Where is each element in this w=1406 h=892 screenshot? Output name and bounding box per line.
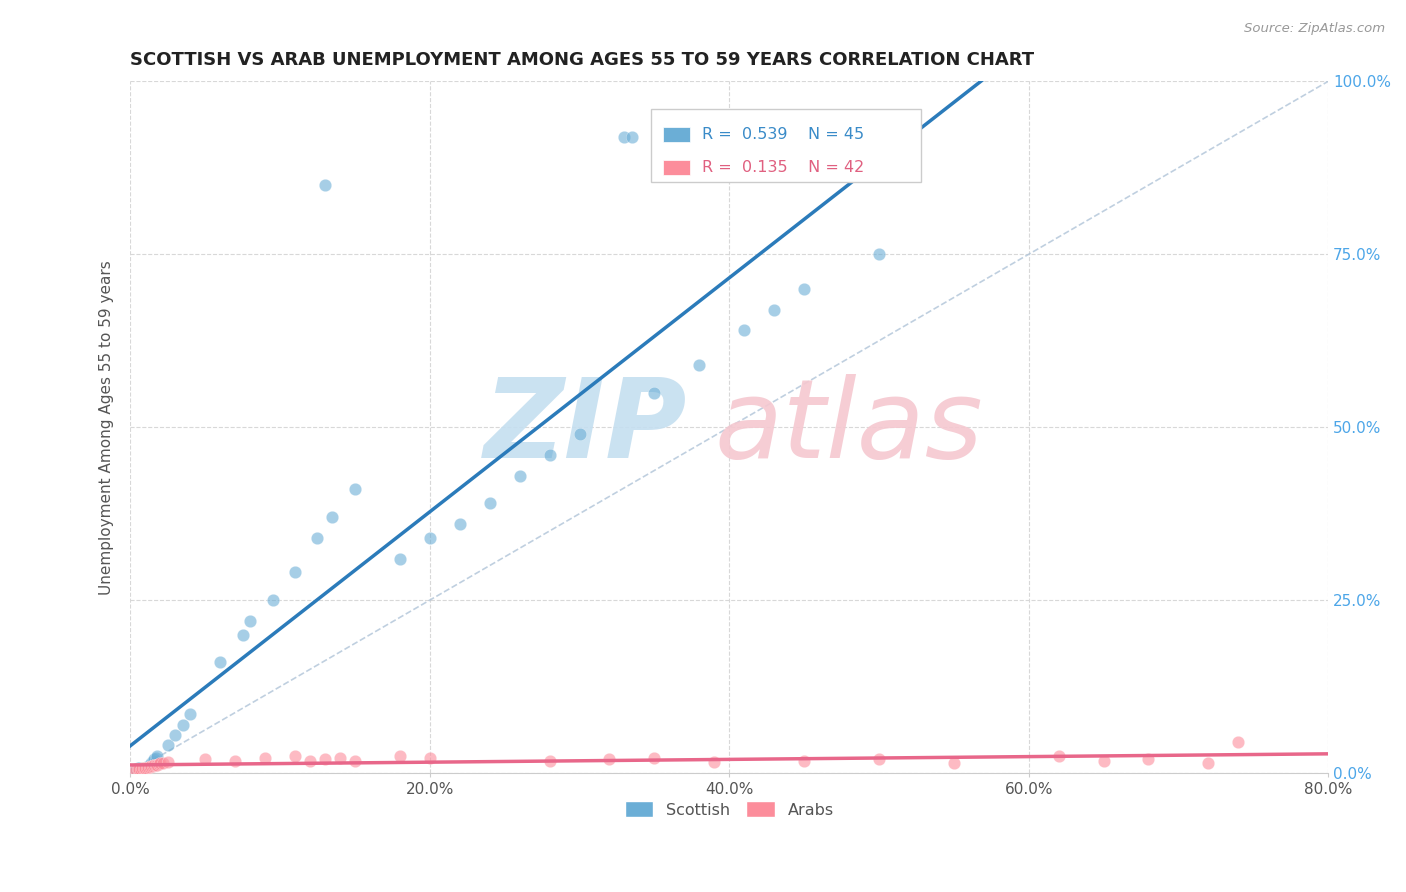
Point bbox=[134, 760, 156, 774]
Point bbox=[146, 757, 169, 772]
Point bbox=[613, 129, 636, 144]
Point bbox=[343, 483, 366, 497]
Point bbox=[136, 760, 159, 774]
Point bbox=[129, 763, 152, 777]
Point bbox=[868, 752, 890, 766]
Point bbox=[146, 749, 169, 764]
Point bbox=[1092, 754, 1115, 768]
Point bbox=[139, 760, 162, 774]
Point bbox=[388, 748, 411, 763]
Point bbox=[148, 757, 170, 772]
Point bbox=[620, 129, 643, 144]
Point bbox=[262, 593, 284, 607]
Point bbox=[125, 762, 148, 776]
Point bbox=[793, 754, 815, 768]
Point bbox=[868, 247, 890, 261]
Text: ZIP: ZIP bbox=[484, 374, 688, 481]
Point bbox=[149, 756, 172, 771]
Point bbox=[793, 282, 815, 296]
Point bbox=[127, 762, 149, 776]
Point bbox=[143, 758, 166, 772]
Point bbox=[209, 656, 232, 670]
Point bbox=[127, 761, 149, 775]
Text: R =  0.135    N = 42: R = 0.135 N = 42 bbox=[702, 160, 863, 175]
Point bbox=[509, 468, 531, 483]
Point bbox=[239, 614, 262, 628]
Point bbox=[343, 754, 366, 768]
Point bbox=[307, 531, 329, 545]
Point bbox=[152, 756, 174, 770]
Point bbox=[942, 756, 965, 770]
Point bbox=[254, 751, 277, 765]
Point bbox=[129, 763, 152, 777]
Point bbox=[131, 761, 153, 775]
Point bbox=[165, 728, 187, 742]
Point bbox=[128, 760, 150, 774]
Point bbox=[172, 717, 194, 731]
Point bbox=[419, 751, 441, 765]
Point bbox=[298, 754, 321, 768]
Text: R =  0.539    N = 45: R = 0.539 N = 45 bbox=[702, 127, 863, 142]
Y-axis label: Unemployment Among Ages 55 to 59 years: Unemployment Among Ages 55 to 59 years bbox=[100, 260, 114, 595]
Point bbox=[329, 751, 352, 765]
Point bbox=[419, 531, 441, 545]
Point bbox=[134, 760, 156, 774]
Point bbox=[145, 751, 167, 765]
Point bbox=[314, 752, 336, 766]
Legend: Scottish, Arabs: Scottish, Arabs bbox=[619, 795, 841, 824]
Point bbox=[1197, 756, 1219, 770]
Point bbox=[688, 358, 710, 372]
Point bbox=[1137, 752, 1160, 766]
Point bbox=[643, 385, 665, 400]
Point bbox=[232, 628, 254, 642]
Text: Source: ZipAtlas.com: Source: ZipAtlas.com bbox=[1244, 22, 1385, 36]
Point bbox=[314, 178, 336, 193]
Point bbox=[139, 757, 162, 772]
Point bbox=[132, 761, 155, 775]
Point bbox=[538, 754, 561, 768]
Point bbox=[125, 763, 148, 777]
Text: atlas: atlas bbox=[714, 374, 983, 481]
Point bbox=[643, 751, 665, 765]
FancyBboxPatch shape bbox=[664, 160, 690, 175]
Point bbox=[136, 759, 159, 773]
Point bbox=[598, 752, 620, 766]
Text: SCOTTISH VS ARAB UNEMPLOYMENT AMONG AGES 55 TO 59 YEARS CORRELATION CHART: SCOTTISH VS ARAB UNEMPLOYMENT AMONG AGES… bbox=[131, 51, 1035, 69]
FancyBboxPatch shape bbox=[651, 109, 921, 182]
Point bbox=[284, 566, 307, 580]
Point bbox=[124, 763, 146, 777]
Point bbox=[388, 551, 411, 566]
FancyBboxPatch shape bbox=[664, 127, 690, 142]
Point bbox=[156, 739, 179, 753]
Point bbox=[1227, 735, 1250, 749]
Point bbox=[142, 754, 165, 768]
Point bbox=[142, 759, 165, 773]
Point bbox=[449, 517, 471, 532]
Point bbox=[131, 762, 153, 776]
Point bbox=[224, 754, 246, 768]
Point bbox=[124, 763, 146, 777]
Point bbox=[568, 427, 591, 442]
Point bbox=[135, 760, 157, 774]
Point bbox=[703, 755, 725, 769]
Point bbox=[478, 496, 501, 510]
Point bbox=[538, 448, 561, 462]
Point bbox=[763, 302, 786, 317]
Point bbox=[145, 758, 167, 772]
Point bbox=[1047, 748, 1070, 763]
Point bbox=[733, 323, 755, 337]
Point bbox=[194, 752, 217, 766]
Point bbox=[321, 510, 343, 524]
Point bbox=[141, 756, 163, 770]
Point bbox=[156, 755, 179, 769]
Point bbox=[128, 762, 150, 776]
Point bbox=[132, 761, 155, 775]
Point bbox=[143, 752, 166, 766]
Point bbox=[179, 707, 201, 722]
Point bbox=[141, 759, 163, 773]
Point bbox=[284, 748, 307, 763]
